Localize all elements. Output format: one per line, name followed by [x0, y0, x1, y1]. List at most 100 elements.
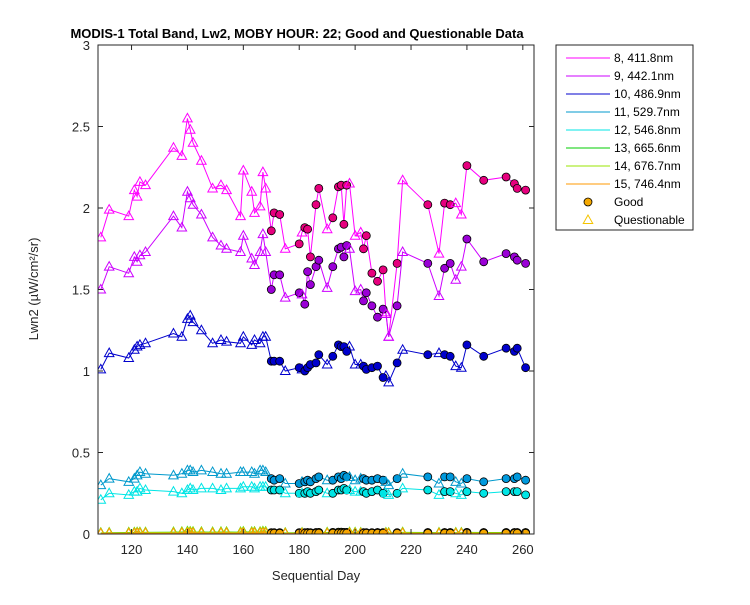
data-point-questionable: [176, 467, 188, 478]
legend-label-2: 9, 442.1nm: [614, 69, 674, 83]
legend: 8, 411.8nm 9, 442.1nm 10, 486.9nm 11, 529.7…: [555, 44, 694, 231]
data-point-questionable: [184, 482, 196, 493]
data-point-good: [512, 487, 522, 497]
data-point-questionable: [220, 184, 233, 195]
data-point-questionable: [131, 485, 143, 496]
data-point-good: [266, 226, 276, 236]
data-point-questionable: [257, 464, 269, 475]
data-point-good: [462, 340, 472, 350]
data-point-questionable: [237, 330, 249, 341]
data-point-good: [314, 183, 324, 193]
data-point-questionable: [177, 526, 186, 534]
data-point-questionable: [187, 136, 199, 147]
data-point-questionable: [349, 485, 361, 496]
data-point-questionable: [123, 475, 135, 486]
data-point-good: [303, 267, 313, 277]
data-point-good: [462, 487, 472, 497]
data-point-good: [512, 183, 522, 193]
data-point-questionable: [248, 259, 261, 270]
data-point-good: [392, 488, 402, 498]
data-point-questionable: [195, 482, 208, 493]
data-point-questionable: [103, 347, 115, 358]
data-point-questionable: [139, 337, 152, 348]
data-point-questionable: [237, 229, 249, 240]
data-point-questionable: [139, 245, 152, 257]
data-point-questionable: [349, 358, 361, 369]
data-point-questionable: [220, 467, 233, 478]
y-tick-label: 3: [83, 38, 90, 53]
data-point-questionable: [167, 485, 180, 496]
data-point-questionable: [380, 307, 392, 318]
data-point-questionable: [450, 273, 462, 284]
data-point-good: [275, 270, 285, 280]
data-point-good: [501, 343, 511, 353]
data-point-questionable: [136, 527, 144, 534]
data-point-questionable: [321, 281, 333, 292]
data-point-good: [359, 244, 368, 254]
data-point-questionable: [208, 527, 217, 534]
x-tick-label: 220: [400, 542, 422, 557]
data-point-questionable: [279, 291, 291, 302]
data-point-questionable: [385, 527, 393, 534]
data-point-questionable: [450, 360, 462, 371]
legend-marker-questionable: [582, 213, 594, 224]
data-point-questionable: [187, 316, 199, 327]
data-point-questionable: [246, 466, 258, 477]
data-point-good: [445, 258, 455, 268]
data-point-questionable: [433, 477, 445, 488]
data-point-questionable: [128, 472, 140, 483]
data-point-questionable: [254, 200, 266, 211]
data-point-questionable: [279, 487, 291, 498]
data-point-questionable: [246, 185, 258, 196]
data-point-questionable: [123, 210, 135, 221]
data-point-questionable: [234, 210, 247, 221]
data-point-questionable: [345, 527, 354, 534]
data-point-questionable: [215, 334, 227, 345]
data-point-questionable: [260, 480, 272, 491]
data-point-good: [440, 263, 450, 273]
data-point-questionable: [176, 221, 188, 232]
data-point-questionable: [450, 475, 462, 486]
data-point-questionable: [195, 208, 208, 219]
data-point-good: [303, 224, 313, 234]
data-point-questionable: [195, 464, 208, 475]
series-4: [98, 464, 530, 490]
data-point-questionable: [450, 197, 462, 208]
data-point-good: [328, 213, 338, 223]
data-point-questionable: [195, 324, 208, 335]
data-point-questionable: [260, 245, 272, 257]
data-point-questionable: [206, 337, 219, 348]
series-1: [98, 112, 530, 341]
x-tick-label: 160: [232, 542, 254, 557]
data-point-good: [314, 485, 324, 495]
x-tick-label: 240: [456, 542, 478, 557]
data-point-good: [423, 485, 433, 495]
data-point-questionable: [397, 343, 409, 354]
x-tick-label: 140: [177, 542, 199, 557]
data-point-questionable: [452, 527, 460, 534]
data-point-questionable: [237, 480, 249, 491]
data-point-questionable: [257, 166, 269, 177]
data-point-questionable: [237, 164, 249, 175]
data-point-good: [314, 350, 324, 360]
data-point-good: [423, 528, 433, 534]
data-point-questionable: [184, 123, 196, 134]
data-point-good: [445, 528, 455, 534]
data-point-questionable: [455, 208, 467, 219]
data-point-questionable: [195, 154, 208, 165]
series-line-1: [100, 118, 526, 337]
data-point-questionable: [167, 327, 180, 338]
data-point-questionable: [181, 312, 194, 323]
data-point-good: [342, 180, 352, 190]
data-point-good: [512, 343, 522, 353]
data-point-questionable: [234, 245, 247, 257]
data-point-questionable: [134, 482, 146, 493]
data-point-good: [423, 258, 433, 268]
legend-label-8: 15, 746.4nm: [614, 177, 681, 191]
data-point-questionable: [383, 479, 395, 490]
legend-label-1: 8, 411.8nm: [614, 51, 673, 65]
data-point-good: [392, 528, 402, 534]
data-point-good: [462, 234, 472, 244]
data-point-questionable: [217, 526, 225, 534]
